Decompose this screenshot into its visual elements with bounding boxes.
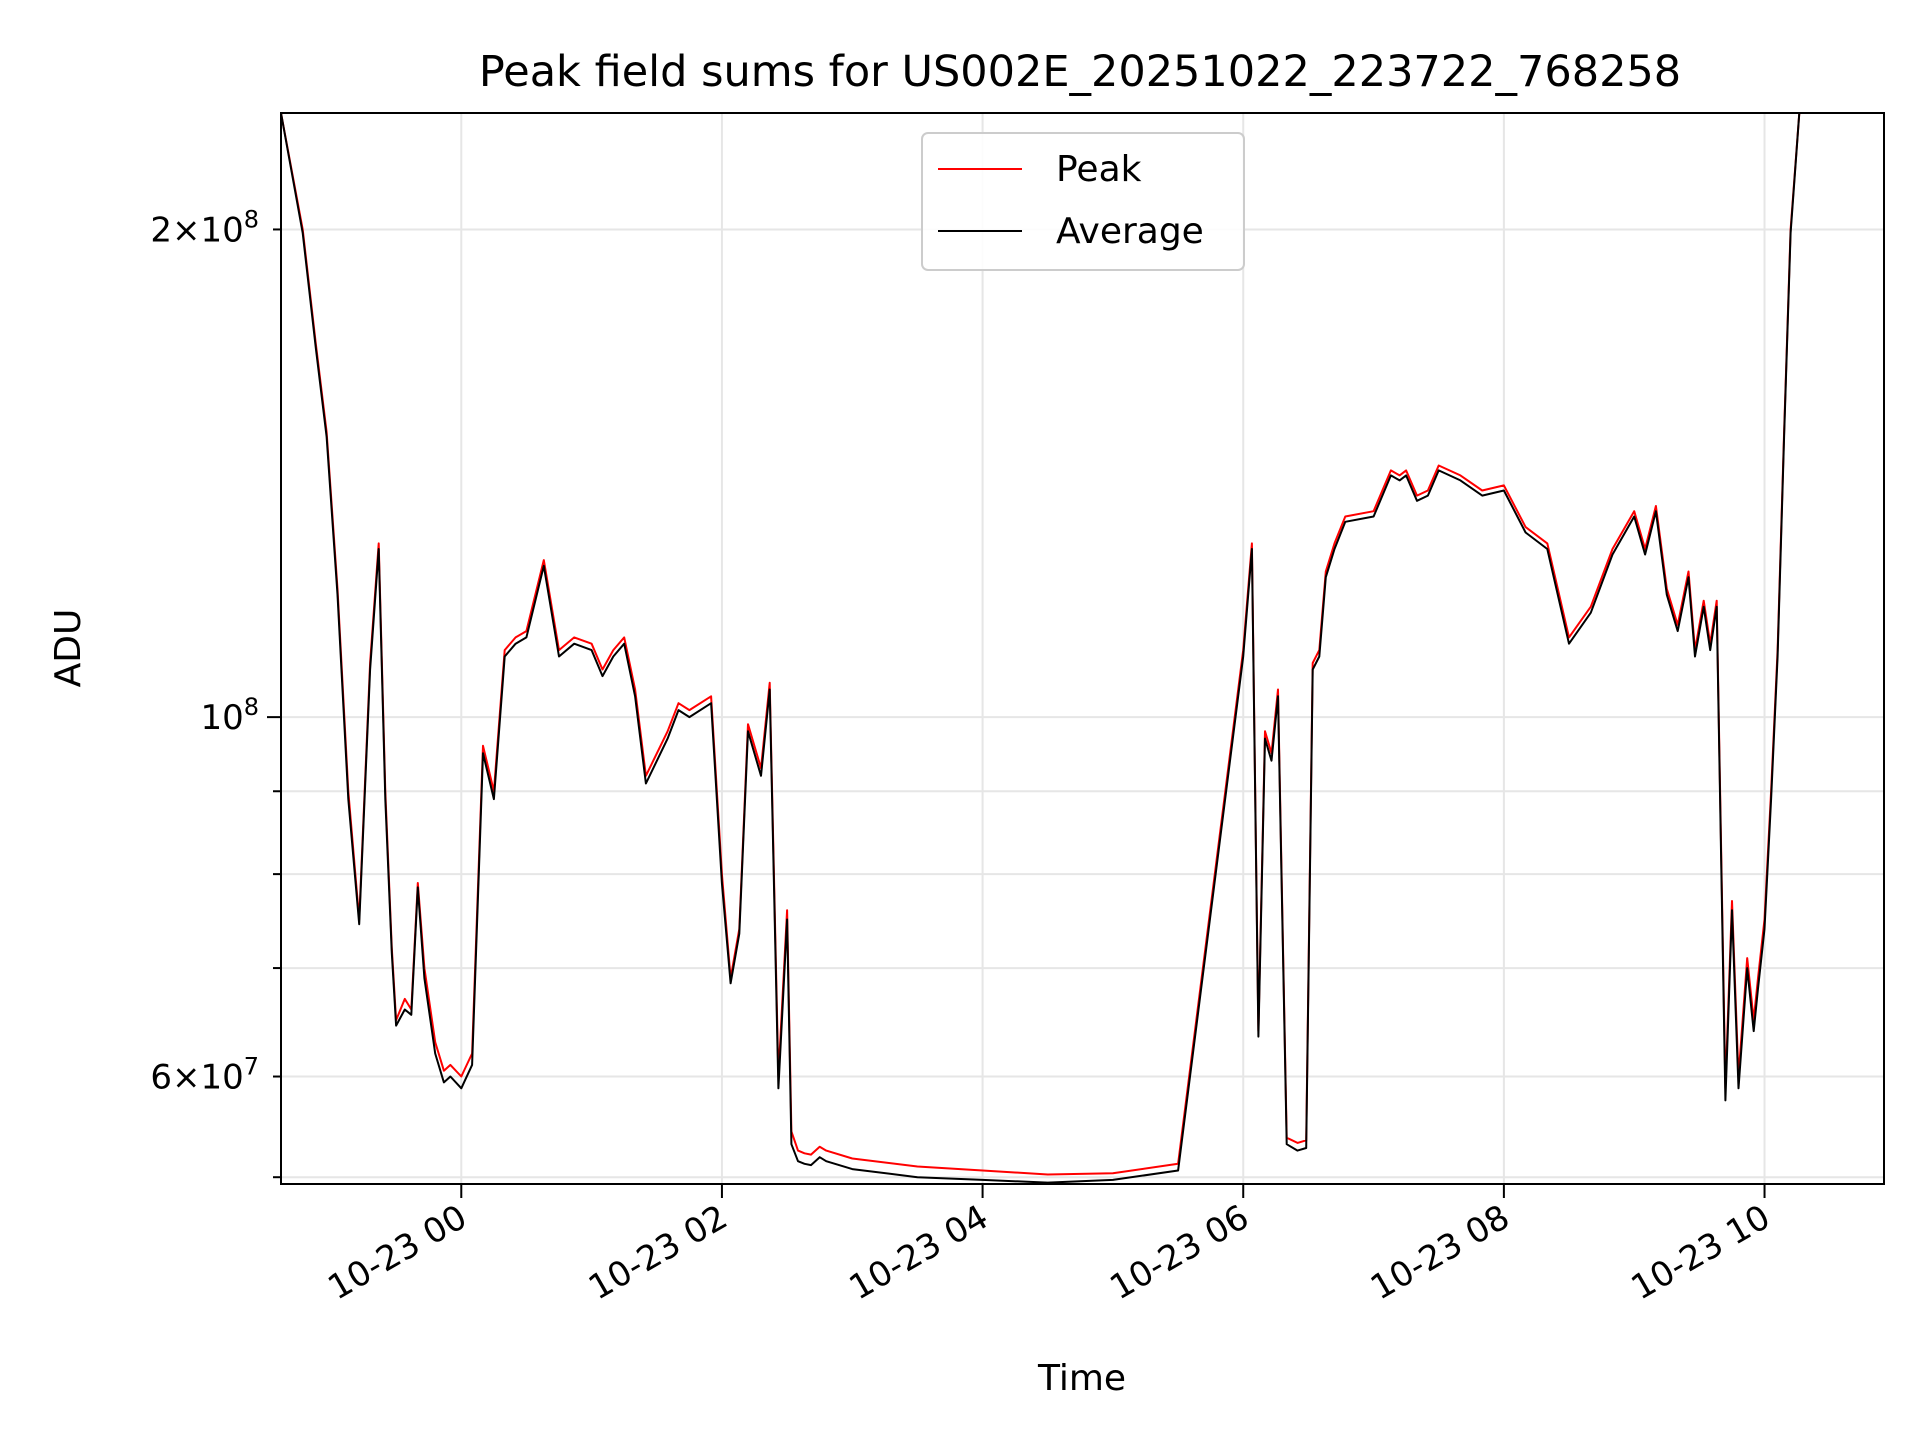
y-axis-label: ADU — [48, 609, 89, 688]
series-group — [281, 113, 1801, 1184]
x-axis-label: Time — [1037, 1358, 1126, 1399]
legend-label-peak: Peak — [1056, 149, 1142, 190]
plot-frame — [280, 112, 1885, 1185]
y-tick-label: 108 — [200, 693, 259, 738]
y-tick-label: 6×107 — [150, 1053, 259, 1098]
grid-lines — [281, 113, 1884, 1184]
legend: Peak Average — [921, 132, 1245, 271]
y-axis-ticks: 108 2×108 6×107 — [150, 205, 281, 1179]
legend-box — [921, 132, 1245, 271]
series-line-average — [281, 113, 1801, 1184]
y-tick-label: 2×108 — [150, 205, 259, 250]
chart-title: Peak field sums for US002E_20251022_2237… — [479, 47, 1681, 97]
legend-label-average: Average — [1056, 211, 1204, 252]
